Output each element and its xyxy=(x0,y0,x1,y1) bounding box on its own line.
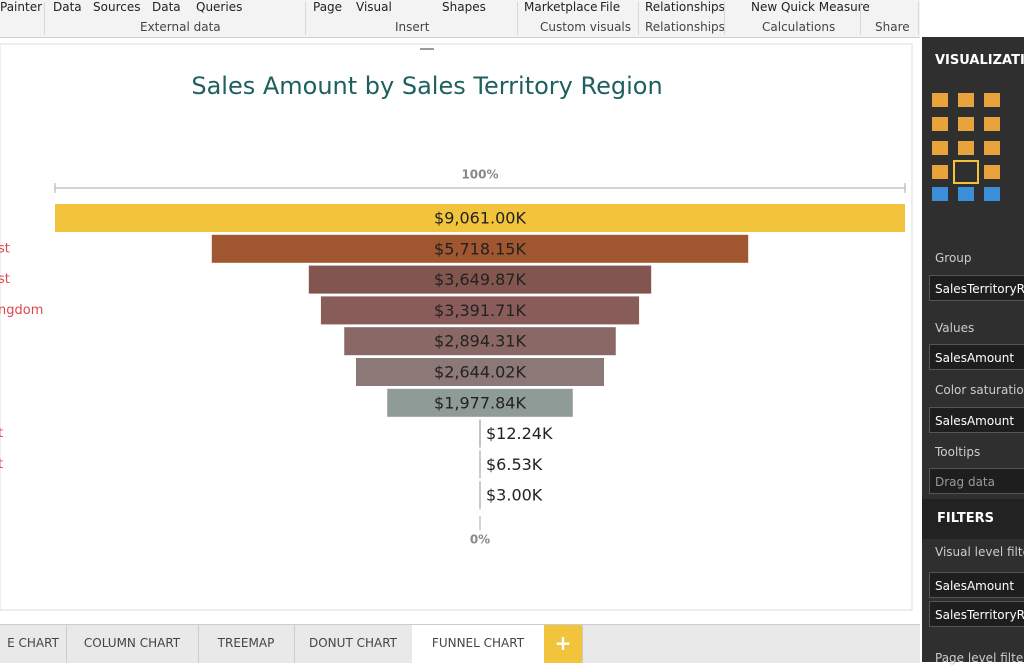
ribbon-group-label: Custom visuals xyxy=(540,20,632,34)
ribbon-button[interactable]: Data xyxy=(152,0,181,14)
label: Visual level filters xyxy=(935,545,1024,559)
tab[interactable]: COLUMN CHART xyxy=(66,625,199,663)
separator xyxy=(918,2,919,35)
visual-icons xyxy=(932,93,1000,201)
value-label: $2,894.31K xyxy=(434,332,526,351)
chart-frame xyxy=(0,43,913,611)
ribbon-group-label: Share xyxy=(875,20,910,34)
ribbon-button[interactable]: Data xyxy=(53,0,82,14)
tab[interactable]: E CHART xyxy=(0,625,67,663)
ribbon-button[interactable]: Visual xyxy=(356,0,392,14)
label: Page level filters xyxy=(935,651,1024,665)
field[interactable]: SalesAmount xyxy=(929,407,1024,433)
funnel-bar xyxy=(308,265,652,294)
chart-title: Sales Amount by Sales Territory Region xyxy=(191,72,662,100)
field[interactable]: Drag data fields xyxy=(929,468,1024,494)
funnel-bar xyxy=(211,234,749,263)
value-label: $1,977.84K xyxy=(434,393,526,412)
value-label: $3.00K xyxy=(486,486,543,505)
value-label: $9,061.00K xyxy=(434,209,526,228)
separator xyxy=(305,2,306,35)
value-label: $3,391.71K xyxy=(434,301,526,320)
separator xyxy=(724,2,725,35)
field[interactable]: SalesAmount xyxy=(929,344,1024,370)
tabs: E CHART COLUMN CHART TREEMAP DONUT CHART FUN… xyxy=(0,624,920,663)
category-label: t xyxy=(0,457,3,472)
funnel-bar xyxy=(55,204,905,232)
grip xyxy=(420,48,434,50)
funnel-bar xyxy=(479,481,481,510)
category-label: t xyxy=(0,426,3,441)
ribbon-button[interactable]: Queries xyxy=(196,0,243,14)
top-label: 100% xyxy=(461,168,498,182)
ribbon-group-label: External data xyxy=(140,20,221,34)
separator xyxy=(44,2,45,35)
ribbon-button[interactable]: Painter xyxy=(0,0,43,14)
category-label: st xyxy=(0,272,10,287)
ribbon-button[interactable]: Page xyxy=(313,0,343,14)
filters-header xyxy=(922,499,1024,539)
value-label: $12.24K xyxy=(486,424,553,443)
value-label: $6.53K xyxy=(486,455,543,474)
pane-title: VISUALIZATIO xyxy=(935,53,1024,68)
category-label: st xyxy=(0,241,10,256)
ribbon-button[interactable]: Marketplace xyxy=(524,0,598,14)
separator xyxy=(860,2,861,35)
label: Group xyxy=(935,251,972,265)
value-label: $2,644.02K xyxy=(434,363,526,382)
ribbon-group-label: Calculations xyxy=(762,20,836,34)
funnel-bar xyxy=(355,358,605,386)
ribbon-button[interactable]: File xyxy=(600,0,621,14)
chart: Sales Amount by Sales Territory Region 1… xyxy=(0,43,913,611)
separator xyxy=(638,2,639,35)
funnel-bar xyxy=(387,388,573,417)
tab[interactable]: FUNNEL CHART xyxy=(412,625,545,663)
ribbon-button[interactable]: Shapes xyxy=(442,0,486,14)
funnel-bar xyxy=(479,450,481,479)
funnel-bar xyxy=(479,419,481,448)
label: Values xyxy=(935,321,975,335)
funnel-bar xyxy=(344,327,616,356)
tab[interactable]: + xyxy=(544,625,583,663)
value-label: $3,649.87K xyxy=(434,270,526,289)
funnel-bar xyxy=(320,296,640,325)
tab[interactable]: DONUT CHART xyxy=(294,625,413,663)
value-label: $5,718.15K xyxy=(434,239,526,258)
filters-title: FILTERS xyxy=(937,511,994,526)
tab[interactable]: TREEMAP xyxy=(198,625,295,663)
ribbon-button[interactable]: Relationships xyxy=(645,0,725,14)
label: Tooltips xyxy=(935,445,981,459)
filter[interactable]: SalesAmount (A xyxy=(929,572,1024,598)
category-label: ngdom xyxy=(0,303,43,318)
bottom-label: 0% xyxy=(470,533,490,547)
ribbon-group-label: Relationships xyxy=(645,20,725,34)
label: Color saturation xyxy=(935,383,1024,397)
ribbon-button[interactable]: Sources xyxy=(93,0,141,14)
separator xyxy=(517,2,518,35)
ribbon-button[interactable]: New Quick Measure xyxy=(751,0,870,14)
ribbon-group-label: Insert xyxy=(395,20,430,34)
ribbon: Painter Data Sources Data Queries Page Visual S… xyxy=(0,0,920,38)
